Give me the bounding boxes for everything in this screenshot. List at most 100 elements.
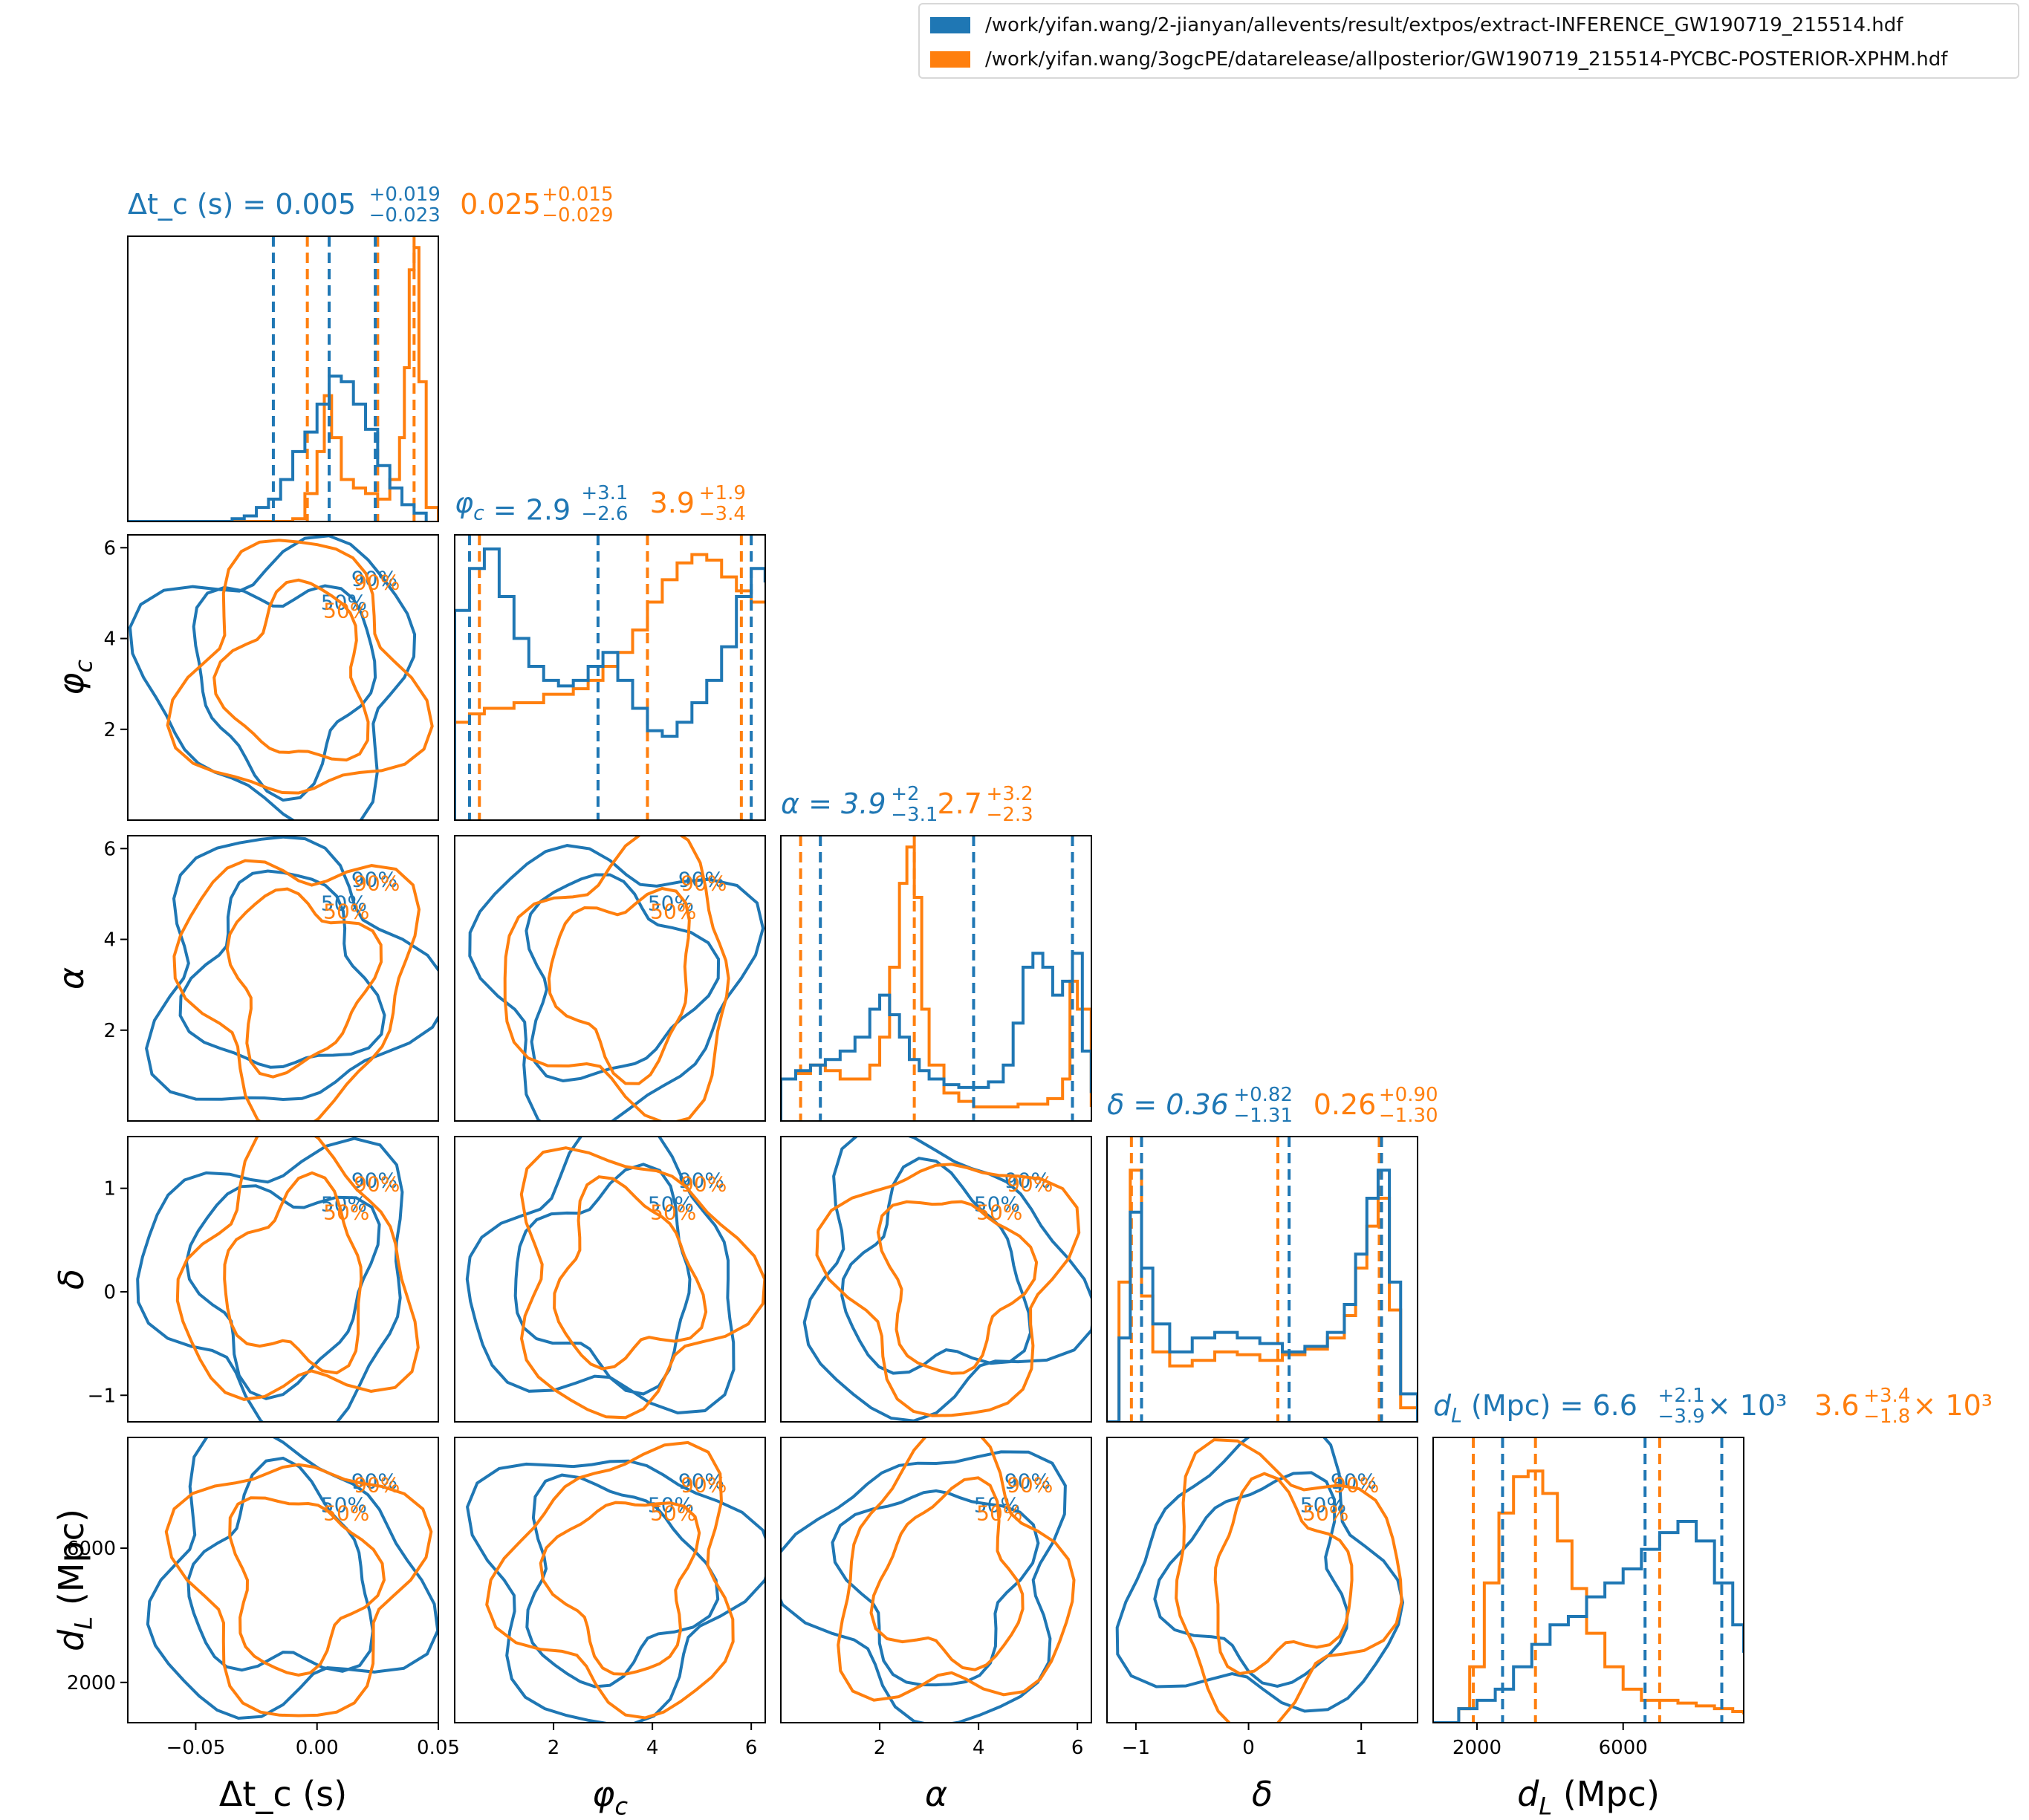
contour-panel-delta-vs-dtc: 50%90%50%90% [136, 1137, 420, 1422]
hist-blue-alpha [781, 952, 1091, 1121]
contour-orange-50pct [1213, 1472, 1354, 1676]
x-axis-label-phic: φc [592, 1774, 628, 1820]
y-axis-label-dl: dL (Mpc) [51, 1509, 98, 1651]
x-axis-delta: −1 0 1 δ [1122, 1723, 1367, 1814]
title-name-alpha: α = 3.9 [781, 787, 886, 820]
contour-label-orange: 50% [650, 1200, 696, 1224]
contour-label-orange: 90% [681, 1473, 727, 1498]
contour-orange-50pct [547, 886, 691, 1085]
contour-label-orange: 90% [681, 871, 727, 896]
contour-orange-90pct [166, 539, 434, 795]
contour-blue-90pct [781, 1450, 1067, 1723]
title-blue-plus-dtc: +0.019 [369, 183, 441, 206]
title-alpha: α = 3.9 +2−3.1 2.7 +3.2−2.3 [781, 783, 1033, 826]
panel-frame-delta-vs-phic [454, 1136, 766, 1423]
contour-panel-alpha-vs-dtc: 50%90%50%90% [145, 836, 438, 1121]
x-axis-label-delta: δ [1252, 1774, 1273, 1814]
contour-panel-alpha-vs-phic: 50%90%50%90% [468, 836, 765, 1121]
contour-label-orange: 90% [354, 1473, 400, 1498]
x-axis-label-dl: dL (Mpc) [1517, 1774, 1660, 1820]
contour-blue-90pct [466, 1459, 765, 1723]
x-tick-label-alpha: 6 [1071, 1737, 1084, 1759]
x-axis-label-alpha: α [925, 1774, 947, 1814]
y-tick-label-delta: 1 [103, 1178, 116, 1200]
contour-panel-delta-vs-phic: 50%90%50%90% [465, 1137, 765, 1420]
contour-label-orange: 90% [1007, 1172, 1053, 1197]
contour-blue-50pct [178, 869, 386, 1069]
contour-orange-90pct [837, 1437, 1076, 1702]
panel-frame-dl-vs-dtc [127, 1437, 439, 1723]
hist-orange-dl [1433, 1469, 1744, 1723]
y-tick-label-dl: 2000 [67, 1672, 116, 1694]
contour-orange-90pct [485, 1440, 735, 1720]
contour-panel-dl-vs-alpha: 50%90%50%90% [781, 1437, 1076, 1723]
y-axis-label-delta: δ [51, 1269, 91, 1290]
contour-orange-50pct [539, 1501, 701, 1676]
hist-blue-phic [455, 547, 765, 820]
x-axis-label-dtc: Δt_c (s) [219, 1774, 347, 1814]
hist-panel-dtc [128, 236, 438, 521]
title-name-delta: δ = 0.36 [1107, 1088, 1229, 1121]
panel-frame-phic-vs-dtc [127, 534, 439, 821]
x-tick-label-dl: 6000 [1599, 1737, 1648, 1759]
y-axis-alpha: 2 4 6 α [51, 838, 128, 1042]
title-orange-plus-delta: +0.90 [1379, 1084, 1438, 1106]
title-blue-minus-alpha: −3.1 [891, 804, 938, 826]
title-orange-minus-alpha: −2.3 [987, 804, 1033, 826]
contour-label-orange: 90% [681, 1172, 727, 1197]
title-orange-median-delta: 0.26 [1314, 1088, 1377, 1121]
contour-blue-90pct [802, 1137, 1091, 1422]
panel-frame-alpha [780, 835, 1092, 1122]
title-orange-minus-dtc: −0.029 [542, 204, 613, 227]
contour-orange-50pct [212, 578, 370, 762]
panel-frame-delta-vs-dtc [127, 1136, 439, 1423]
contour-orange-50pct [228, 1496, 386, 1677]
contour-label-blue: 90% [1331, 1469, 1377, 1493]
contour-blue-50pct [840, 1157, 1033, 1375]
contour-orange-50pct [869, 1476, 1025, 1671]
title-orange-median-dl: 3.6 [1814, 1389, 1859, 1422]
y-tick-label-phic: 4 [103, 628, 116, 651]
contour-blue-50pct [831, 1489, 1040, 1687]
contour-panel-dl-vs-phic: 50%90%50%90% [466, 1440, 765, 1723]
x-tick-label-delta: −1 [1122, 1737, 1150, 1759]
panel-frame-alpha-vs-phic [454, 835, 766, 1122]
contour-orange-50pct [225, 887, 383, 1079]
y-tick-label-phic: 6 [103, 537, 116, 559]
y-tick-label-phic: 2 [103, 719, 116, 741]
hist-blue-delta [1107, 1169, 1418, 1422]
hist-orange-dtc [128, 246, 438, 521]
contour-panel-phic-vs-dtc: 50%90%50%90% [128, 535, 434, 820]
panel-frame-alpha-vs-dtc [127, 835, 439, 1122]
contour-label-orange: 50% [650, 1501, 696, 1525]
panel-frame-delta [1106, 1136, 1418, 1423]
contour-orange-50pct [223, 1171, 363, 1375]
y-axis-label-phic: φc [51, 660, 98, 695]
legend-entry-blue: /work/yifan.wang/2-jianyan/allevents/res… [930, 10, 1903, 40]
y-tick-label-alpha: 2 [103, 1020, 116, 1042]
legend-swatch-orange [930, 51, 970, 68]
title-phic: φc = 2.9 +3.1−2.6 3.9 +1.9−3.4 [455, 482, 746, 527]
contour-label-blue: 90% [351, 566, 397, 591]
y-tick-label-delta: 0 [103, 1281, 116, 1304]
contour-blue-50pct [525, 873, 721, 1083]
contour-label-orange: 50% [323, 899, 369, 923]
title-blue-scale-dl: × 10³ [1707, 1389, 1788, 1422]
contour-blue-50pct [184, 1184, 381, 1400]
title-dtc: Δt_c (s) = 0.005 +0.019−0.023 0.025 +0.015−… [128, 183, 613, 227]
title-orange-minus-dl: −1.8 [1863, 1405, 1910, 1428]
contour-orange-90pct [519, 1146, 765, 1420]
contour-orange-90pct [175, 1137, 420, 1401]
contour-orange-50pct [876, 1200, 1039, 1375]
contour-panel-dl-vs-delta: 50%90%50%90% [1115, 1437, 1405, 1723]
y-tick-label-delta: −1 [88, 1385, 116, 1407]
title-blue-minus-dtc: −0.023 [369, 204, 441, 227]
contour-label-orange: 50% [1302, 1501, 1348, 1525]
panel-frame-dl-vs-phic [454, 1437, 766, 1723]
contour-label-orange: 90% [1333, 1473, 1379, 1498]
contour-label-blue: 50% [1300, 1493, 1346, 1518]
x-tick-label-dtc: 0.00 [296, 1737, 339, 1759]
hist-panel-dl [1433, 1437, 1744, 1723]
